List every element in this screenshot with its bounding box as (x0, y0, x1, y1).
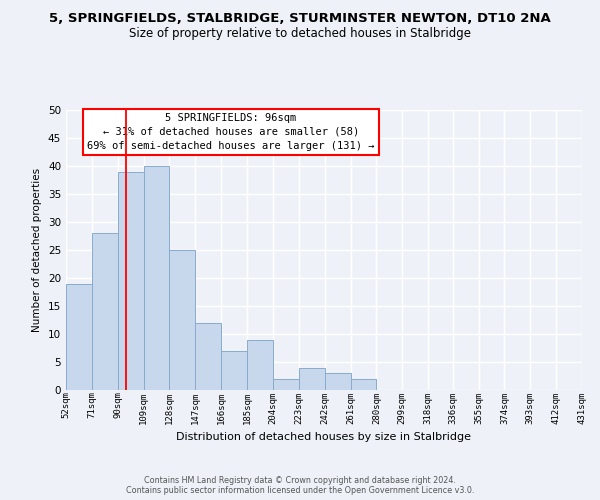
Bar (169, 250, 196, 390)
Bar (196, 323, 221, 390)
Text: Size of property relative to detached houses in Stalbridge: Size of property relative to detached ho… (129, 28, 471, 40)
Y-axis label: Number of detached properties: Number of detached properties (32, 168, 43, 332)
Bar (66, 284, 92, 390)
Bar (221, 351, 247, 390)
Bar (118, 172, 143, 390)
Text: 5 SPRINGFIELDS: 96sqm
← 31% of detached houses are smaller (58)
69% of semi-deta: 5 SPRINGFIELDS: 96sqm ← 31% of detached … (88, 113, 375, 151)
Bar (350, 379, 376, 390)
Bar (325, 373, 350, 390)
X-axis label: Distribution of detached houses by size in Stalbridge: Distribution of detached houses by size … (176, 432, 472, 442)
Bar (143, 166, 169, 390)
Text: 5, SPRINGFIELDS, STALBRIDGE, STURMINSTER NEWTON, DT10 2NA: 5, SPRINGFIELDS, STALBRIDGE, STURMINSTER… (49, 12, 551, 26)
Bar (247, 340, 273, 390)
Text: Contains HM Land Registry data © Crown copyright and database right 2024.
Contai: Contains HM Land Registry data © Crown c… (126, 476, 474, 495)
Bar (299, 368, 325, 390)
Bar (92, 233, 118, 390)
Bar (273, 379, 299, 390)
